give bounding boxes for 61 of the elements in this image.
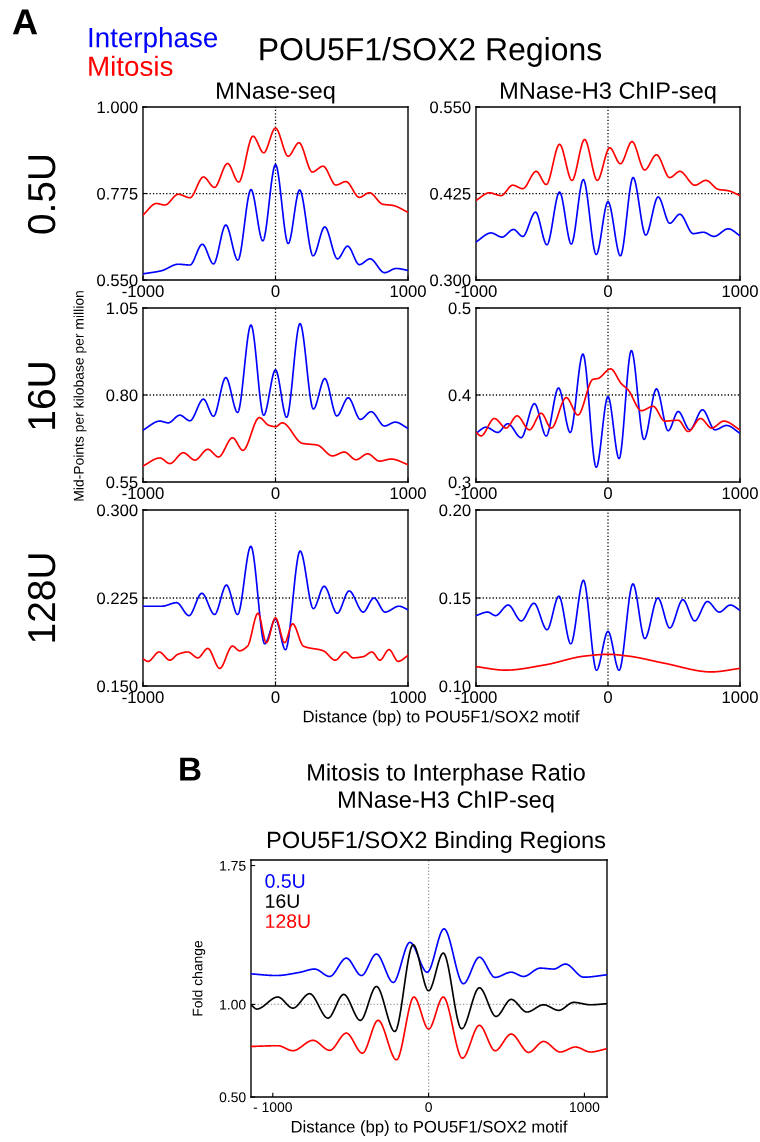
y-tick-label: 0.5 <box>448 302 471 315</box>
x-tick-label: 0 <box>271 285 280 298</box>
text: 128U <box>266 914 310 929</box>
y-tick-label: 0.15 <box>439 592 471 605</box>
x-tick-label: 0 <box>271 487 280 500</box>
x-tick-label: 0 <box>425 1102 432 1113</box>
text: 16U <box>266 894 299 908</box>
y-tick-label: 0.300 <box>97 504 138 517</box>
x-tick-label: -1000 <box>455 487 497 500</box>
x-tick-label: -1000 <box>122 691 164 704</box>
text: Mitosis <box>89 55 173 77</box>
y-tick-label: 0.550 <box>97 274 138 287</box>
y-tick-label: 0.300 <box>430 274 471 287</box>
y-tick-label: 0.550 <box>430 101 471 114</box>
text: B <box>180 757 201 781</box>
y-tick-label: 0.20 <box>439 504 471 517</box>
text: POU5F1/SOX2 Regions <box>260 37 602 67</box>
x-tick-label: -1000 <box>455 285 497 298</box>
y-tick-label: 0.425 <box>430 187 471 200</box>
x-tick-label: 0 <box>271 691 280 704</box>
x-tick-label: 0 <box>604 285 612 298</box>
y-tick-label: 1.000 <box>97 101 138 114</box>
text: 0.5U <box>27 155 56 234</box>
x-tick-label: -1000 <box>122 487 164 500</box>
x-axis-title: Distance (bp) to POU5F1/SOX2 motif <box>291 1120 568 1136</box>
y-tick-label: 0.225 <box>97 592 138 605</box>
x-tick-label: 1000 <box>390 285 426 298</box>
y-tick-label: 0.80 <box>106 389 138 402</box>
x-tick-label: 0 <box>604 487 612 500</box>
x-tick-label: 1000 <box>722 285 758 298</box>
y-tick-label: 0.55 <box>106 476 138 489</box>
y-tick-label: 0.150 <box>97 680 138 693</box>
chart-title: Mitosis to Interphase Ratio MNase-H3 ChIP-seq <box>308 763 585 813</box>
text: 16U <box>27 363 56 429</box>
chart-title: MNase-H3 ChIP-seq <box>501 81 716 104</box>
y-tick-label: 1.00 <box>220 999 246 1010</box>
chart-subtitle: POU5F1/SOX2 Binding Regions <box>267 830 606 854</box>
y-tick-label: 1.75 <box>220 861 246 871</box>
text: A <box>12 9 38 35</box>
y-axis-title: Fold change <box>192 940 206 1016</box>
x-tick-label: 1000 <box>390 691 426 704</box>
y-tick-label: 0.4 <box>448 389 471 402</box>
y-tick-label: 0.10 <box>439 680 471 693</box>
y-tick-label: 0.775 <box>97 187 138 200</box>
x-tick-label: 1000 <box>570 1102 600 1113</box>
x-tick-label: 1000 <box>722 691 758 704</box>
y-axis-title: Mid-Points per kilobase per million <box>73 291 87 501</box>
x-tick-label: 0 <box>604 691 612 704</box>
y-tick-label: 1.05 <box>106 302 138 315</box>
text: 0.5U <box>265 874 305 888</box>
y-tick-label: 0.50 <box>219 1092 246 1103</box>
x-tick-label: 1000 <box>390 487 426 500</box>
chart-title: MNase-seq <box>217 82 335 104</box>
x-tick-label: -1000 <box>122 285 164 298</box>
text: 128U <box>27 554 56 642</box>
x-tick-label: -1000 <box>455 691 497 704</box>
text: Interphase <box>89 27 218 53</box>
y-tick-label: 0.3 <box>448 476 471 489</box>
x-tick-label: - 1000 <box>253 1102 292 1113</box>
x-tick-label: 1000 <box>722 487 758 500</box>
x-axis-title: Distance (bp) to POU5F1/SOX2 motif <box>303 710 580 726</box>
